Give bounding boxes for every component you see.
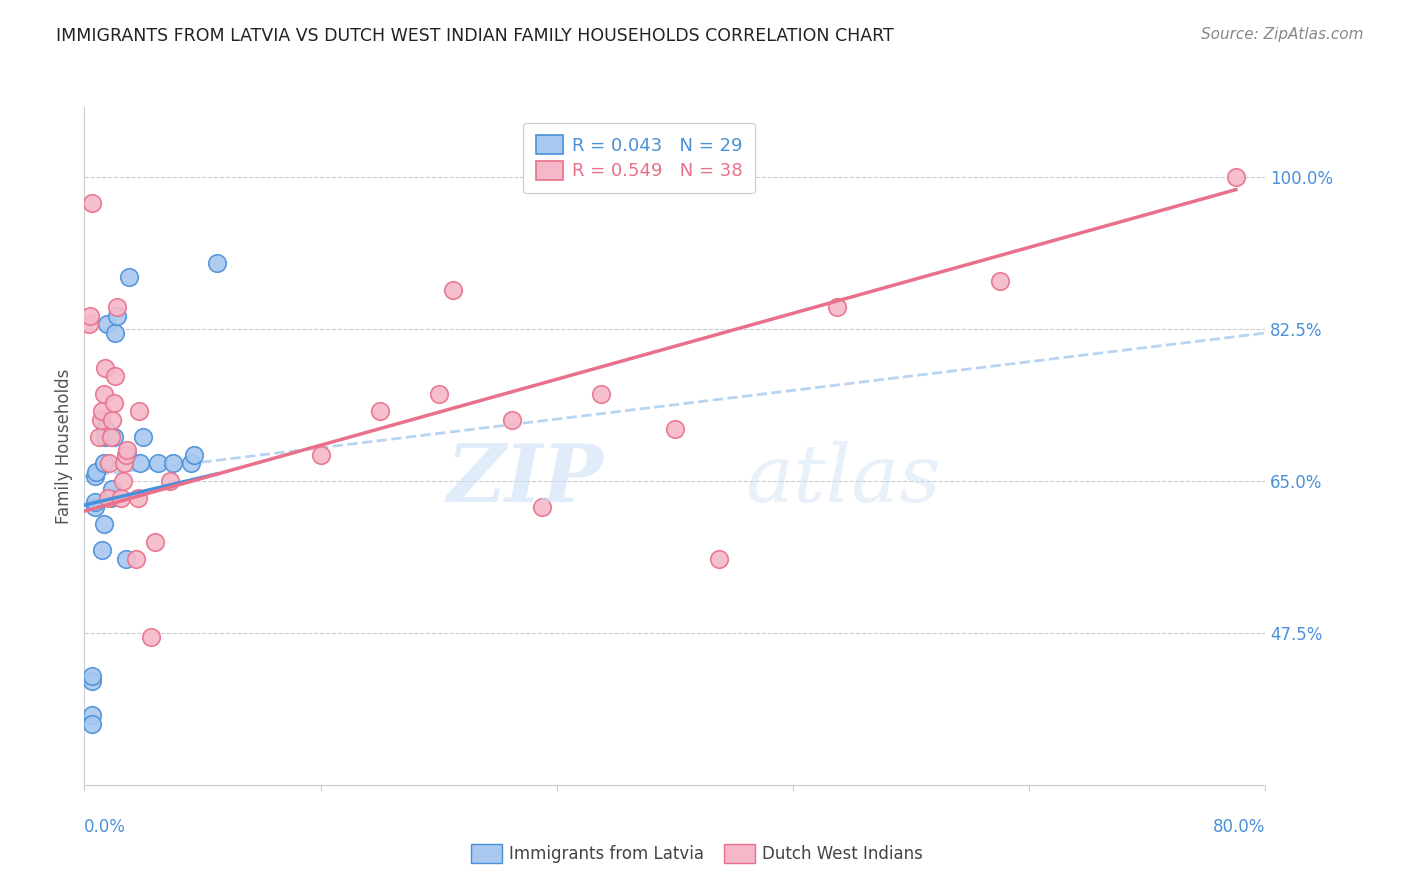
Text: 80.0%: 80.0% [1213,818,1265,836]
Point [159,474,181,488]
Point [93,387,115,401]
Point [180,456,202,470]
Point [97,491,120,505]
Point [368,404,391,418]
Text: atlas: atlas [745,442,941,518]
Point [709,552,731,566]
Point [80,717,103,731]
Point [101,483,124,497]
Point [103,430,125,444]
Point [104,369,127,384]
Point [129,456,152,470]
Point [104,326,127,340]
Point [118,269,141,284]
Text: 0.0%: 0.0% [84,818,127,836]
Point [183,448,205,462]
Point [148,456,170,470]
Text: Dutch West Indians: Dutch West Indians [762,845,922,863]
Point [80,708,103,723]
Text: Source: ZipAtlas.com: Source: ZipAtlas.com [1201,27,1364,42]
Text: IMMIGRANTS FROM LATVIA VS DUTCH WEST INDIAN FAMILY HOUSEHOLDS CORRELATION CHART: IMMIGRANTS FROM LATVIA VS DUTCH WEST IND… [56,27,894,45]
Point [105,300,128,314]
Point [110,491,132,505]
Point [94,360,117,375]
Text: Immigrants from Latvia: Immigrants from Latvia [509,845,704,863]
Point [93,456,115,470]
Point [90,413,112,427]
Point [128,404,150,418]
Point [100,491,122,505]
Point [127,491,149,505]
Text: ZIP: ZIP [447,442,605,518]
Point [96,318,118,332]
Point [91,543,114,558]
Point [114,448,136,462]
Point [83,495,105,509]
Point [501,413,523,427]
Point [664,422,686,436]
Point [530,500,553,514]
Point [115,448,138,462]
Point [98,456,121,470]
Point [988,274,1011,288]
Point [143,534,166,549]
Point [441,283,464,297]
Point [125,552,148,566]
Point [89,430,111,444]
Point [103,395,125,409]
Point [83,469,105,483]
Point [105,309,128,323]
Point [205,256,228,270]
Point [427,387,450,401]
Point [114,552,136,566]
Point [80,669,103,683]
Point [77,318,100,332]
Point [91,404,114,418]
Point [1225,169,1247,184]
Y-axis label: Family Households: Family Households [55,368,73,524]
Point [162,456,184,470]
Point [80,195,103,210]
Point [591,387,613,401]
Legend: R = 0.043   N = 29, R = 0.549   N = 38: R = 0.043 N = 29, R = 0.549 N = 38 [523,123,755,194]
Point [83,500,105,514]
Point [139,630,162,644]
Point [309,448,332,462]
Point [79,309,101,323]
Point [827,300,849,314]
Point [111,474,134,488]
Point [94,422,117,436]
Point [100,430,122,444]
Point [132,430,155,444]
Point [112,456,135,470]
Point [94,430,117,444]
Point [84,465,107,479]
Point [101,413,124,427]
Point [93,517,115,532]
Point [115,443,138,458]
Point [80,673,103,688]
